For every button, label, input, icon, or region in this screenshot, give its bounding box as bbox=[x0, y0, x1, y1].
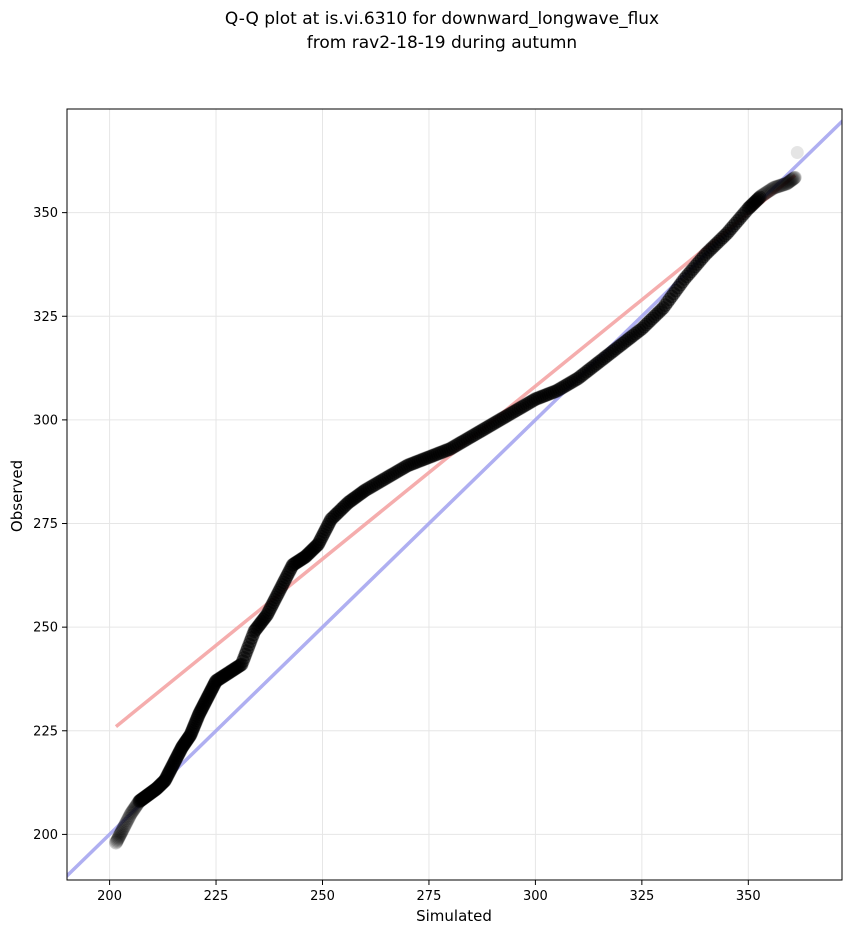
qq-point bbox=[782, 174, 797, 189]
qq-point bbox=[124, 805, 139, 820]
qq-point bbox=[788, 170, 802, 184]
y-axis-label: Observed bbox=[8, 460, 26, 532]
chart-title-line-2: from rav2-18-19 during autumn bbox=[307, 33, 577, 53]
qq-point bbox=[780, 175, 795, 190]
qq-point bbox=[122, 809, 137, 824]
qq-point bbox=[756, 187, 771, 202]
qq-point bbox=[775, 177, 790, 192]
qq-point bbox=[760, 184, 775, 199]
qq-point bbox=[777, 177, 792, 192]
x-tick-label: 250 bbox=[310, 889, 335, 904]
x-tick-label: 225 bbox=[204, 889, 229, 904]
qq-outlier-point bbox=[790, 146, 804, 160]
qq-point bbox=[783, 174, 798, 189]
qq-point bbox=[110, 831, 125, 846]
qq-point bbox=[781, 175, 796, 190]
qq-point bbox=[110, 833, 125, 848]
x-tick-label: 300 bbox=[523, 889, 548, 904]
y-tick-label: 200 bbox=[33, 828, 58, 843]
qq-point bbox=[113, 826, 128, 841]
qq-point bbox=[764, 182, 779, 197]
qq-point bbox=[770, 179, 785, 194]
qq-point bbox=[118, 816, 133, 831]
qq-point bbox=[763, 183, 778, 198]
qq-point bbox=[757, 186, 772, 201]
y-tick-label: 250 bbox=[33, 621, 58, 636]
qq-point bbox=[784, 172, 799, 187]
qq-point bbox=[125, 804, 140, 819]
x-tick-label: 325 bbox=[629, 889, 654, 904]
qq-point bbox=[768, 180, 783, 195]
y-tick-label: 300 bbox=[33, 413, 58, 428]
qq-point bbox=[116, 821, 131, 836]
qq-point bbox=[774, 178, 789, 193]
qq-point bbox=[769, 179, 784, 194]
qq-point bbox=[121, 811, 136, 826]
qq-point bbox=[754, 189, 769, 204]
y-tick-label: 325 bbox=[33, 310, 58, 325]
qq-point bbox=[755, 188, 770, 203]
qq-point bbox=[112, 828, 127, 843]
qq-point bbox=[773, 178, 788, 193]
y-tick-label: 225 bbox=[33, 724, 58, 739]
chart-title-line-1: Q-Q plot at is.vi.6310 for downward_long… bbox=[225, 9, 659, 29]
x-tick-label: 275 bbox=[417, 889, 442, 904]
qq-point bbox=[108, 835, 123, 850]
plot-frame bbox=[66, 108, 843, 881]
qq-point bbox=[759, 185, 774, 200]
qq-points bbox=[108, 146, 804, 850]
qq-point bbox=[111, 830, 126, 845]
qq-point bbox=[766, 180, 781, 195]
x-axis-label: Simulated bbox=[416, 907, 492, 925]
qq-point bbox=[114, 825, 129, 840]
qq-point bbox=[786, 171, 801, 186]
qq-point bbox=[123, 806, 138, 821]
y-axis: 200 225 250 275 300 325 350 bbox=[33, 206, 67, 843]
qq-point bbox=[778, 177, 793, 192]
x-tick-label: 200 bbox=[97, 889, 122, 904]
y-tick-label: 275 bbox=[33, 517, 58, 532]
qq-point bbox=[119, 814, 134, 829]
qq-point bbox=[120, 813, 135, 828]
qq-point bbox=[117, 819, 132, 834]
qq-point bbox=[109, 834, 124, 849]
y-tick-label: 350 bbox=[33, 206, 58, 221]
qq-point bbox=[787, 171, 802, 186]
x-axis: 200 225 250 275 300 325 350 bbox=[97, 880, 761, 904]
qq-point bbox=[779, 176, 794, 191]
x-tick-label: 350 bbox=[736, 889, 761, 904]
qq-point bbox=[115, 823, 130, 838]
qq-point bbox=[117, 818, 132, 833]
qq-point bbox=[783, 173, 798, 188]
qq-point bbox=[112, 829, 127, 844]
qq-point bbox=[785, 172, 800, 187]
qq-point bbox=[761, 184, 776, 199]
qq-point bbox=[114, 824, 129, 839]
grid-lines bbox=[67, 109, 842, 880]
qq-point bbox=[752, 190, 767, 205]
qq-point bbox=[771, 179, 786, 194]
qq-point bbox=[123, 808, 138, 823]
qq-point bbox=[765, 181, 780, 196]
